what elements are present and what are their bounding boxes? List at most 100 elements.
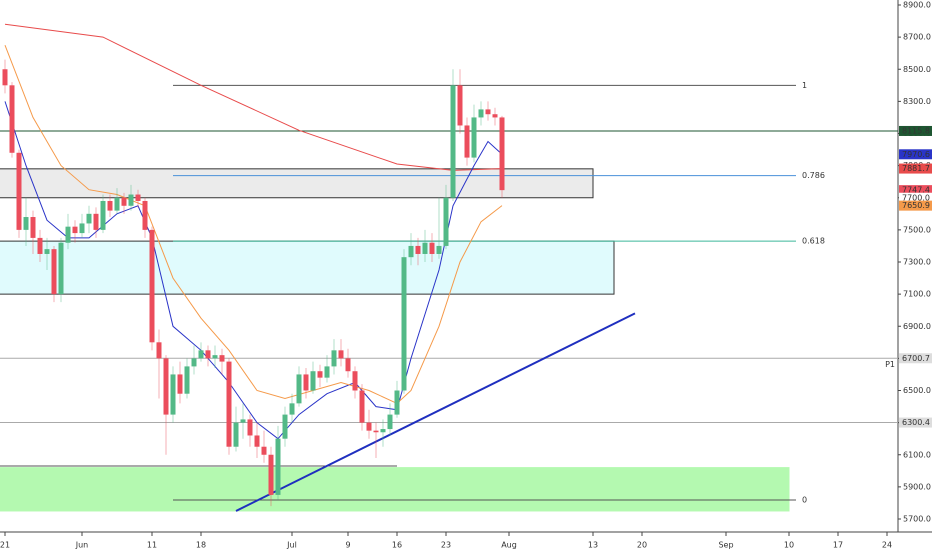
- x-tick-label: Aug: [501, 541, 517, 550]
- line-marker-label: P1: [885, 360, 895, 369]
- candle-body: [492, 114, 498, 118]
- price-label-box: [899, 149, 932, 160]
- x-tick-label: 23: [441, 541, 451, 550]
- candle-body: [436, 245, 442, 254]
- candle-body: [317, 371, 323, 378]
- candle-body: [415, 245, 421, 254]
- y-tick-label: 8900.0: [903, 1, 931, 10]
- price-label: 8115.8: [902, 126, 930, 135]
- x-tick-label: 24: [882, 541, 892, 550]
- candle-body: [23, 217, 29, 230]
- y-tick-label: 8300.0: [903, 97, 931, 106]
- price-label: 6300.4: [902, 418, 930, 427]
- candle-body: [177, 374, 183, 394]
- candle-body: [30, 217, 36, 238]
- candle-body: [156, 342, 162, 359]
- candle-body: [485, 109, 491, 115]
- y-tick-label: 7300.0: [903, 258, 931, 267]
- y-tick-label: 6100.0: [903, 450, 931, 459]
- candle-body: [205, 350, 211, 359]
- candle-body: [310, 371, 316, 391]
- candle-body: [387, 414, 393, 430]
- x-tick-label: 11: [147, 541, 157, 550]
- fib-label: 0: [802, 496, 807, 505]
- y-tick-label: 5700.0: [903, 515, 931, 524]
- x-tick-label: 16: [392, 541, 402, 550]
- price-label-box: [899, 125, 932, 136]
- price-label: 7970.6: [902, 150, 930, 159]
- candle-body: [65, 226, 71, 243]
- candle-body: [303, 374, 309, 391]
- candle-body: [100, 200, 106, 230]
- candle-body: [149, 229, 155, 343]
- x-tick-label: 9: [345, 541, 350, 550]
- candle-body: [121, 197, 127, 206]
- candle-body: [464, 125, 470, 158]
- candle-body: [471, 117, 477, 158]
- candle-body: [93, 213, 99, 230]
- candle-body: [163, 358, 169, 415]
- candle-body: [324, 366, 330, 378]
- x-tick-label: 18: [196, 541, 206, 550]
- zone: [0, 467, 790, 512]
- price-label-box: [899, 185, 932, 196]
- candle-body: [296, 374, 302, 404]
- y-tick-label: 6900.0: [903, 322, 931, 331]
- candle-body: [275, 438, 281, 495]
- candle-body: [240, 419, 246, 423]
- candle-body: [401, 257, 407, 391]
- candle-body: [478, 109, 484, 118]
- candle-body: [58, 242, 64, 295]
- y-tick-label: 5900.0: [903, 482, 931, 491]
- y-tick-label: 8700.0: [903, 33, 931, 42]
- fib-label: 0.618: [802, 237, 825, 246]
- zone: [0, 168, 594, 199]
- price-label-box: [899, 353, 932, 364]
- candle-body: [380, 429, 386, 433]
- price-label: 7881.7: [902, 164, 930, 173]
- candle-body: [338, 350, 344, 359]
- x-tick-label: 17: [833, 541, 843, 550]
- candle-body: [233, 422, 239, 447]
- y-tick-label: 7500.0: [903, 225, 931, 234]
- candle-body: [457, 85, 463, 126]
- y-tick-label: 8500.0: [903, 65, 931, 74]
- fib-label: 1: [802, 81, 807, 90]
- candle-body: [394, 390, 400, 415]
- x-tick-label: 13: [588, 541, 598, 550]
- candle-body: [86, 213, 92, 224]
- moving-average: [4, 101, 503, 440]
- candle-body: [198, 350, 204, 359]
- candle-body: [72, 226, 78, 234]
- fib-label: 0.786: [802, 171, 825, 180]
- trendline: [235, 312, 636, 512]
- price-label: 7650.9: [902, 201, 930, 210]
- candle-body: [373, 430, 379, 433]
- candle-body: [142, 200, 148, 230]
- x-tick-label: 20: [637, 541, 647, 550]
- candle-body: [408, 245, 414, 258]
- candle-body: [191, 358, 197, 367]
- y-tick-label: 7100.0: [903, 290, 931, 299]
- candle-body: [37, 237, 43, 254]
- candle-body: [254, 435, 260, 447]
- candle-body: [352, 371, 358, 391]
- candle-body: [170, 374, 176, 415]
- candle-body: [79, 223, 85, 234]
- candle-body: [261, 446, 267, 455]
- price-label-box: [899, 192, 932, 203]
- candle-body: [366, 422, 372, 431]
- price-label: 6700.7: [902, 354, 930, 363]
- moving-average: [4, 45, 503, 404]
- y-tick-label: 6500.0: [903, 386, 931, 395]
- x-tick-label: Sep: [718, 541, 733, 550]
- candle-body: [212, 355, 218, 359]
- candle-body: [135, 194, 141, 201]
- candle-body: [429, 242, 435, 254]
- candle-body: [268, 454, 274, 495]
- candle-body: [331, 350, 337, 367]
- candle-body: [422, 242, 428, 254]
- x-tick-label: 10: [784, 541, 794, 550]
- candle-body: [289, 403, 295, 415]
- candle-body: [499, 117, 505, 191]
